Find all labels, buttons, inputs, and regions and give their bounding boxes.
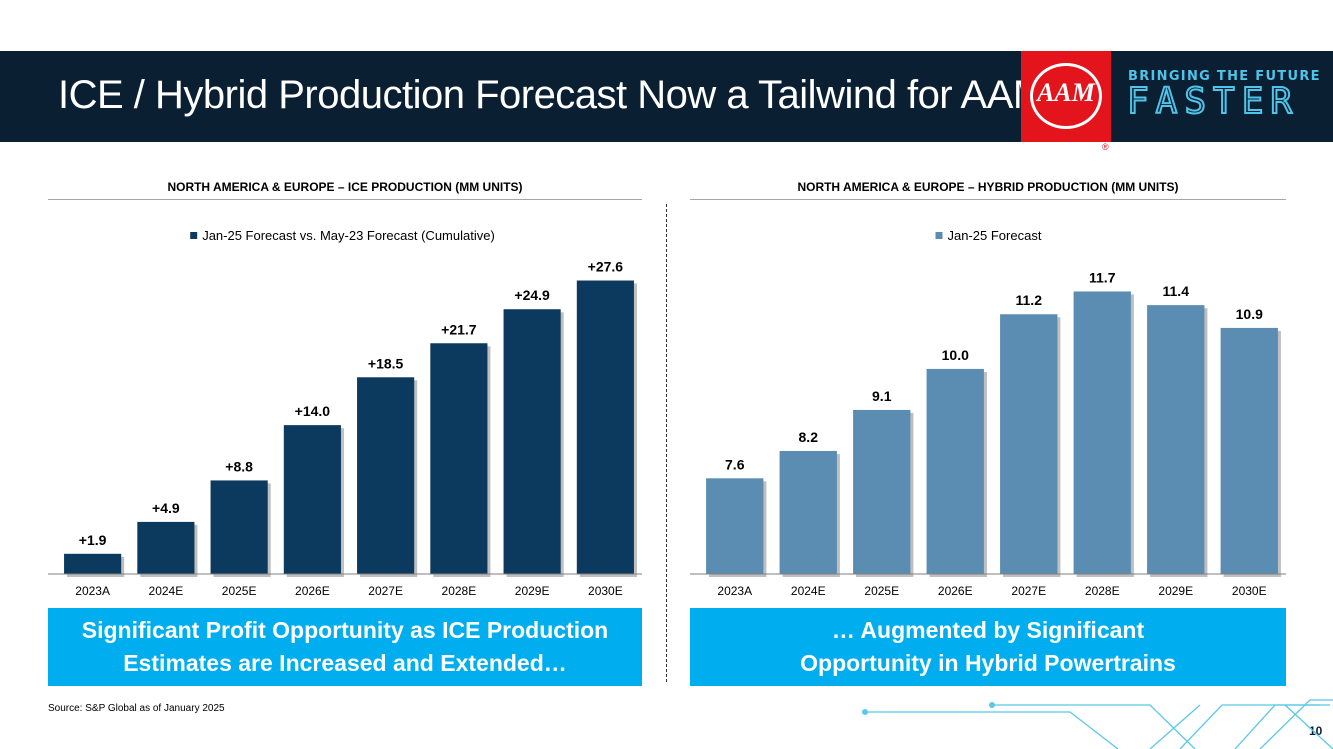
hybrid-callout-line2: Opportunity in Hybrid Powertrains (800, 650, 1176, 676)
ice-data-label: +21.7 (441, 321, 477, 337)
source-note: Source: S&P Global as of January 2025 (48, 703, 225, 714)
hybrid-chart-title: NORTH AMERICA & EUROPE – HYBRID PRODUCTI… (797, 180, 1179, 194)
hybrid-data-label: 11.7 (1089, 269, 1116, 285)
registered-mark: ® (1102, 142, 1109, 152)
hybrid-bar-2030E (1220, 327, 1278, 574)
ice-tick-label: 2024E (149, 584, 184, 598)
hybrid-tick-label: 2029E (1158, 584, 1193, 598)
ice-tick-label: 2026E (295, 584, 330, 598)
hybrid-bar-2026E (926, 368, 984, 574)
ice-legend-swatch (190, 232, 198, 239)
tagline-bottom: FASTER (1126, 80, 1300, 123)
ice-data-label: +1.9 (79, 532, 107, 548)
hybrid-data-label: 11.4 (1163, 283, 1190, 299)
ice-tick-label: 2030E (588, 584, 623, 598)
page-number: 10 (1309, 724, 1323, 738)
hybrid-tick-label: 2028E (1085, 584, 1120, 598)
section-divider (666, 204, 667, 682)
hybrid-bar-2023A (706, 478, 764, 574)
tagline-top: BRINGING THE FUTURE (1128, 69, 1321, 84)
circuit-lines-decoration (862, 699, 1333, 749)
logo-text: AAM (1037, 78, 1095, 107)
hybrid-tick-label: 2026E (938, 584, 973, 598)
ice-tick-label: 2023A (75, 584, 110, 598)
ice-bar-2030E (576, 280, 634, 574)
hybrid-tick-label: 2023A (717, 584, 752, 598)
page-title: ICE / Hybrid Production Forecast Now a T… (58, 73, 1046, 117)
hybrid-title-underline (690, 199, 1286, 200)
hybrid-bar-2027E (1000, 314, 1058, 574)
ice-bar-2023A (64, 553, 122, 574)
ice-bar-2024E (137, 521, 195, 574)
hybrid-tick-label: 2025E (864, 584, 899, 598)
hybrid-legend-swatch (935, 232, 943, 239)
ice-legend-label: Jan-25 Forecast vs. May-23 Forecast (Cum… (202, 228, 495, 243)
hybrid-data-label: 9.1 (872, 388, 892, 404)
hybrid-legend-label: Jan-25 Forecast (948, 228, 1042, 243)
hybrid-callout-banner: … Augmented by Significant Opportunity i… (690, 608, 1286, 686)
ice-callout-line1: Significant Profit Opportunity as ICE Pr… (81, 617, 609, 643)
ice-data-label: +18.5 (368, 355, 404, 371)
hybrid-bar-2028E (1073, 291, 1131, 574)
ice-tick-label: 2028E (442, 584, 477, 598)
hybrid-tick-label: 2027E (1011, 584, 1046, 598)
hybrid-data-label: 10.9 (1236, 306, 1263, 322)
ice-production-chart: Jan-25 Forecast vs. May-23 Forecast (Cum… (48, 228, 642, 598)
ice-data-label: +14.0 (295, 403, 331, 419)
hybrid-production-chart: Jan-25 Forecast 7.6 2023A 8.2 2024E 9.1 2025E 1… (690, 228, 1286, 598)
hybrid-data-label: 8.2 (799, 429, 819, 445)
hybrid-callout-line1: … Augmented by Significant (831, 617, 1145, 643)
hybrid-data-label: 11.2 (1016, 292, 1043, 308)
ice-callout-banner: Significant Profit Opportunity as ICE Pr… (48, 608, 642, 686)
ice-tick-label: 2027E (368, 584, 403, 598)
ice-data-label: +8.8 (225, 458, 253, 474)
ice-data-label: +24.9 (514, 287, 550, 303)
ice-bar-2025E (210, 480, 268, 574)
hybrid-tick-label: 2024E (791, 584, 826, 598)
ice-bar-2029E (503, 309, 561, 574)
hybrid-data-label: 7.6 (725, 456, 745, 472)
hybrid-tick-label: 2030E (1232, 584, 1267, 598)
ice-callout-line2: Estimates are Increased and Extended… (123, 650, 567, 676)
logo-oval-icon (1030, 63, 1102, 129)
ice-data-label: +4.9 (152, 500, 180, 516)
ice-title-underline (48, 199, 642, 200)
ice-chart-title: NORTH AMERICA & EUROPE – ICE PRODUCTION … (167, 180, 523, 194)
ice-tick-label: 2029E (515, 584, 550, 598)
hybrid-bar-2024E (779, 450, 837, 574)
hybrid-bar-2025E (853, 409, 911, 574)
ice-bar-2028E (430, 343, 488, 574)
ice-tick-label: 2025E (222, 584, 257, 598)
hybrid-data-label: 10.0 (942, 347, 969, 363)
ice-data-label: +27.6 (588, 259, 624, 275)
ice-bar-2026E (283, 425, 341, 574)
hybrid-bar-2029E (1147, 305, 1205, 574)
ice-bar-2027E (357, 377, 415, 574)
